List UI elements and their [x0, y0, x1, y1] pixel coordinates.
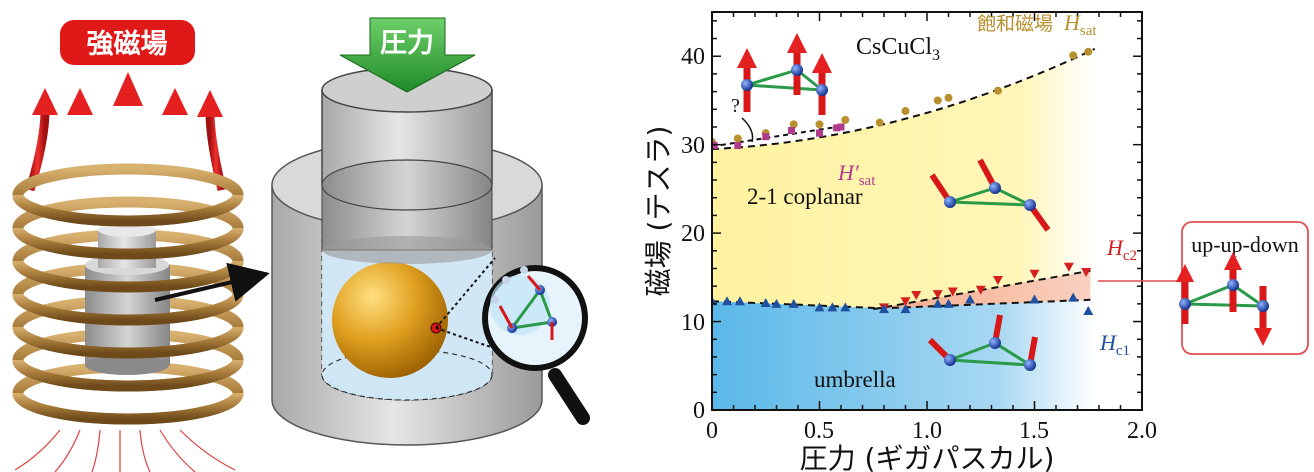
hsat-prime-point [816, 129, 823, 137]
phase-diagram: 0 0.5 1.0 1.5 2.0 0 10 20 30 40 圧力 (ギガパス… [642, 10, 1182, 472]
y-tick-label: 30 [681, 133, 705, 159]
hsat-point [841, 115, 850, 124]
material-label: CsCuCl3 [856, 34, 940, 64]
hc1-point [900, 304, 911, 314]
phase-label-coplanar: 2-1 coplanar [747, 184, 863, 209]
spin-structure-saturated-icon [737, 33, 832, 115]
field-lines-bottom [14, 429, 236, 472]
hsat-point [1069, 51, 1078, 60]
field-label: 強磁場 [87, 29, 168, 60]
y-tick-label: 20 [681, 221, 705, 247]
hc1-point [965, 294, 975, 304]
hc2-point [1081, 268, 1092, 278]
spin-structure-up-up-down-icon [1176, 252, 1272, 346]
saturation-field-label: 飽和磁場 [977, 13, 1053, 35]
x-tick-label: 0.5 [804, 418, 834, 444]
x-tick-label: 0 [706, 418, 718, 444]
hc2-point [1063, 262, 1074, 272]
x-tick-label: 1.5 [1019, 418, 1049, 444]
hc1-point [814, 302, 825, 312]
hc1-point [722, 296, 733, 306]
coil-windings-front [12, 194, 244, 425]
magnifier-icon [482, 265, 590, 425]
hsat-prime-point [712, 142, 718, 150]
hc1-point [827, 302, 838, 312]
spin-structure-coplanar-icon [929, 158, 1051, 232]
hsat-label: Hsat [1063, 10, 1097, 39]
hsat-prime-point [833, 124, 841, 132]
hsat-boundary-line [712, 47, 1096, 151]
pressure-cell-illustration: 圧力 [271, 17, 590, 446]
x-tick-labels: 0 0.5 1.0 1.5 2.0 [706, 418, 1157, 444]
hc1-point [788, 298, 799, 308]
hsat-point [875, 118, 884, 127]
spin-structure-umbrella-icon [927, 314, 1038, 371]
inset-label: up-up-down [1191, 232, 1299, 257]
hsat-point [944, 93, 953, 102]
zoom-arrow [154, 262, 270, 302]
hsat-point [933, 96, 942, 105]
hc1-point [1029, 294, 1040, 304]
hc1-point [932, 298, 943, 308]
hc2-point [900, 297, 911, 307]
field-label-badge [60, 20, 195, 65]
hc1-point [760, 297, 771, 307]
hc1-label: Hc1 [1099, 330, 1130, 359]
pressure-arrow [339, 17, 476, 93]
hsat-prime-point [837, 123, 845, 131]
hc1-point [1083, 305, 1094, 315]
question-label: ? [731, 95, 740, 117]
x-tick-label: 1.0 [912, 418, 942, 444]
y-tick-label: 0 [693, 398, 705, 424]
y-tick-labels: 0 10 20 30 40 [681, 44, 705, 424]
hc2-point [932, 290, 943, 300]
hc1-point [771, 298, 782, 308]
hc1-point [840, 302, 851, 312]
hc1-point [734, 296, 745, 306]
hc2-label: Hc2 [1106, 235, 1137, 264]
hc1-point [712, 296, 717, 306]
region-umbrella [712, 299, 1095, 410]
y-tick-label: 10 [681, 310, 705, 336]
sample-sphere [332, 262, 448, 378]
hsat-prime-label: H′sat [837, 160, 876, 189]
hc2-point [911, 291, 922, 301]
hc1-point [879, 304, 889, 314]
hsat-point [789, 120, 798, 129]
field-arrows [25, 72, 227, 192]
x-tick-label: 2.0 [1127, 418, 1157, 444]
phase-label-umbrella: umbrella [814, 367, 896, 392]
hc1-point [943, 298, 954, 308]
hc2-point [1029, 269, 1040, 279]
hsat-point [733, 134, 742, 143]
hc2-point [992, 275, 1003, 285]
pressure-label: 圧力 [380, 28, 434, 59]
hc2-point [975, 285, 986, 295]
hc2-point [947, 287, 958, 297]
hsat-point [815, 120, 824, 129]
hsat-prime-point [734, 142, 742, 150]
hsat-point [993, 86, 1002, 95]
hsat-prime-boundary-line [712, 124, 846, 148]
up-up-down-inset: up-up-down [1176, 221, 1309, 355]
hsat-point [1084, 47, 1093, 56]
y-tick-label: 40 [681, 44, 705, 70]
hc1-point [1068, 292, 1079, 302]
hsat-point [901, 107, 910, 116]
magnet-coil-illustration: 強磁場 [12, 20, 270, 472]
y-axis-title: 磁場 (テスラ) [642, 126, 675, 297]
hsat-prime-point [788, 127, 796, 135]
x-axis-title: 圧力 (ギガパスカル) [800, 442, 1055, 472]
hsat-prime-point [762, 133, 770, 141]
